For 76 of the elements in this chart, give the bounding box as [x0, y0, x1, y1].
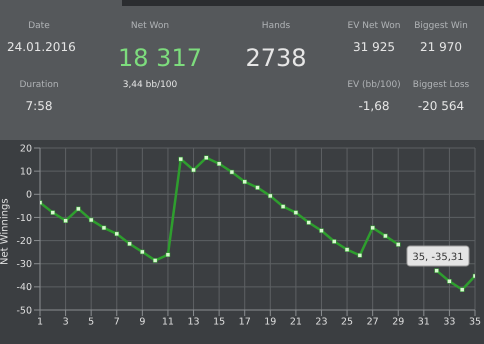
text: 31 925: [352, 40, 396, 54]
text: Duration: [18, 80, 60, 90]
point: [460, 287, 464, 292]
point: [166, 252, 170, 257]
text: Hands: [260, 20, 292, 32]
point: [178, 156, 183, 162]
point: [447, 279, 452, 284]
text: Biggest Loss: [412, 80, 470, 90]
text: Biggest Win: [413, 20, 469, 32]
x-tick-label: 3: [62, 316, 69, 328]
x-tick-label: 7: [114, 316, 120, 328]
point: [88, 218, 94, 222]
point: [396, 242, 400, 247]
point: [127, 242, 132, 246]
text: Date: [27, 20, 51, 32]
point: [102, 226, 106, 230]
point: [358, 253, 362, 258]
point: [332, 239, 337, 244]
point: [242, 180, 247, 184]
y-tick-label: -20: [16, 236, 32, 247]
text: Net Won: [130, 20, 170, 32]
y-tick-label: 10: [20, 166, 32, 178]
x-tick-label: 13: [187, 316, 200, 328]
x-tick-label: 11: [162, 316, 174, 328]
point: [63, 218, 68, 223]
point: [76, 206, 81, 212]
text: 24.01.2016: [7, 40, 76, 54]
y-tick-label: -40: [16, 282, 32, 294]
point: [280, 204, 286, 209]
x-tick-label: 23: [315, 316, 328, 328]
text: 2738: [244, 44, 308, 72]
point: [306, 220, 311, 225]
point: [255, 185, 260, 190]
x-tick-label: 27: [366, 316, 379, 328]
text: 21 970: [419, 40, 463, 54]
point: [383, 234, 388, 238]
x-tick-label: 19: [264, 316, 276, 328]
y-tick-label: -10: [16, 212, 32, 224]
text: 3,44 bb/100: [122, 80, 178, 90]
text: EV Net Won: [346, 20, 402, 32]
text: -20 564: [416, 98, 466, 114]
x-tick-label: 33: [443, 316, 456, 328]
point: [114, 232, 120, 236]
x-tick-label: 35: [468, 316, 482, 328]
annotation: 35, -35,31: [412, 252, 464, 264]
point: [140, 250, 145, 254]
point: [344, 247, 350, 252]
text: EV (bb/100): [346, 80, 402, 90]
point: [294, 210, 298, 215]
x-tick-label: 25: [341, 316, 354, 328]
y-tick-label: 20: [20, 143, 32, 154]
x-tick-label: 29: [392, 316, 404, 328]
point: [319, 228, 324, 233]
x-tick-label: 31: [418, 316, 430, 328]
point: [370, 226, 375, 230]
point: [191, 168, 196, 172]
x-tick-label: 5: [88, 316, 94, 328]
point: [50, 210, 56, 215]
y-tick-label: -50: [16, 305, 32, 316]
x-tick-label: 15: [213, 316, 226, 328]
point: [152, 258, 158, 263]
x-tick-label: 1: [36, 316, 44, 328]
y-tick-label: -30: [16, 259, 32, 270]
y-axis-title: Net Winnings: [0, 198, 11, 265]
x-tick-label: 21: [290, 316, 302, 328]
text: 7:58: [24, 98, 54, 114]
point: [216, 161, 222, 166]
x-tick-label: 9: [139, 316, 146, 328]
point: [230, 170, 234, 174]
point: [434, 268, 439, 273]
text: -1,68: [357, 98, 391, 114]
point: [204, 155, 209, 160]
point: [268, 194, 273, 198]
y-tick-label: 0: [26, 190, 32, 201]
text: 18 317: [118, 44, 202, 72]
x-tick-label: 17: [238, 316, 251, 328]
